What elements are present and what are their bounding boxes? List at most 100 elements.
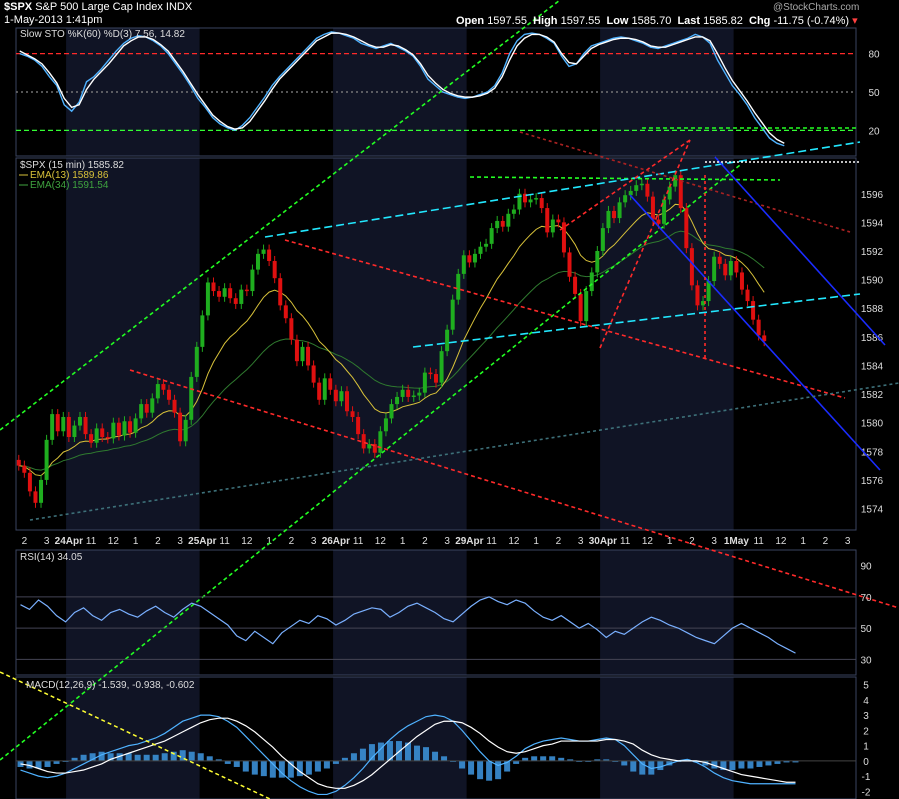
macd-histogram-bar [504,760,511,772]
high-value: 1597.55 [560,15,601,27]
macd-histogram-bar [423,747,430,761]
candle-body [689,248,694,286]
candle-body [122,421,127,436]
macd-histogram-bar [630,760,637,772]
macd-ytick: 4 [863,696,869,707]
candle-body [383,418,388,432]
candle-body [573,276,578,294]
candle-body [183,419,188,442]
down-arrow-icon: ▾ [852,15,858,27]
candle-body [667,186,672,200]
macd-histogram-bar [747,760,754,769]
candle-body [434,374,438,383]
rsi-ytick: 70 [860,593,872,604]
price-xtick: 2 [22,536,28,547]
macd-histogram-bar [224,760,231,764]
macd-histogram-bar [188,751,195,761]
candle-body [233,298,238,304]
price-xtick: 2 [823,536,829,547]
macd-histogram-bar [405,742,411,761]
macd-histogram-bar [783,760,790,763]
macd-histogram-bar [53,760,60,764]
candle-body [595,251,600,273]
candle-body [116,422,121,436]
macd-histogram-bar [170,751,177,761]
header-symbol: $SPX [4,1,33,13]
macd-histogram-bar [792,760,799,763]
candle-body [578,293,583,322]
header-exchange: INDX [165,1,193,13]
day-shade [600,158,734,530]
candle-body [673,175,678,187]
candle-body [205,282,210,316]
price-xtick: 3 [44,536,50,547]
price-xtick: 12 [108,536,120,547]
candle-body [617,202,622,219]
macd-histogram-bar [26,760,33,769]
trendline [559,139,691,231]
candle-body [506,213,511,227]
macd-histogram-bar [143,754,150,761]
candle-body [289,318,294,340]
price-xtick: 3 [444,536,450,547]
candle-body [695,285,700,306]
macd-histogram-bar [134,754,141,761]
macd-histogram-bar [756,760,763,767]
candle-body [306,346,311,366]
macd-histogram-bar [441,756,448,761]
candle-body [372,444,377,453]
candle-body [751,301,756,320]
candle-body [728,261,733,276]
candle-body [155,384,160,399]
candle-body [739,272,744,290]
header-title: $SPX S&P 500 Large Cap Index INDX [4,1,192,13]
candle-body [439,351,444,383]
candle-body [550,219,555,233]
day-shade [600,550,734,675]
price-xtick: 3 [711,536,717,547]
candle-body [634,185,639,191]
candle-body [606,210,611,229]
macd-trendline [0,671,271,799]
macd-histogram-bar [296,760,303,777]
candle-body [33,491,38,503]
candle-body [378,431,383,453]
candle-body [712,256,717,282]
candle-body [189,376,194,420]
candle-body [211,282,216,292]
rsi-ytick: 30 [860,655,872,666]
candle-body [133,418,138,433]
macd-histogram-bar [251,760,258,775]
candle-body [72,425,77,437]
candle-body [445,329,450,352]
trendline [0,0,561,431]
macd-ytick: 3 [863,711,869,722]
macd-histogram-bar [702,760,709,766]
candle-body [600,228,605,251]
candle-body [111,422,116,439]
candle-body [411,395,416,398]
open-value: 1597.55 [487,15,527,27]
candle-body [317,382,322,400]
candle-body [172,399,177,413]
candle-body [645,183,650,197]
trendline [599,139,691,349]
price-xtick: 12 [508,536,520,547]
candle-body [684,208,689,249]
rsi-ytick: 90 [860,562,872,573]
macd-histogram-bar [558,757,565,761]
candle-body [417,392,422,396]
candle-body [484,243,489,247]
candle-body [650,196,655,220]
header-name: S&P 500 Large Cap Index [35,1,163,13]
watermark: @StockCharts.com [773,2,860,13]
macd-histogram-bar [89,753,96,761]
candle-body [734,261,739,273]
candle-body [144,404,149,413]
macd-histogram-bar [314,760,321,772]
candle-body [701,301,706,306]
price-ytick: 1580 [861,419,884,430]
candle-body [662,199,667,224]
price-xtick: 1 [800,536,806,547]
price-xtick: 1 [667,536,673,547]
